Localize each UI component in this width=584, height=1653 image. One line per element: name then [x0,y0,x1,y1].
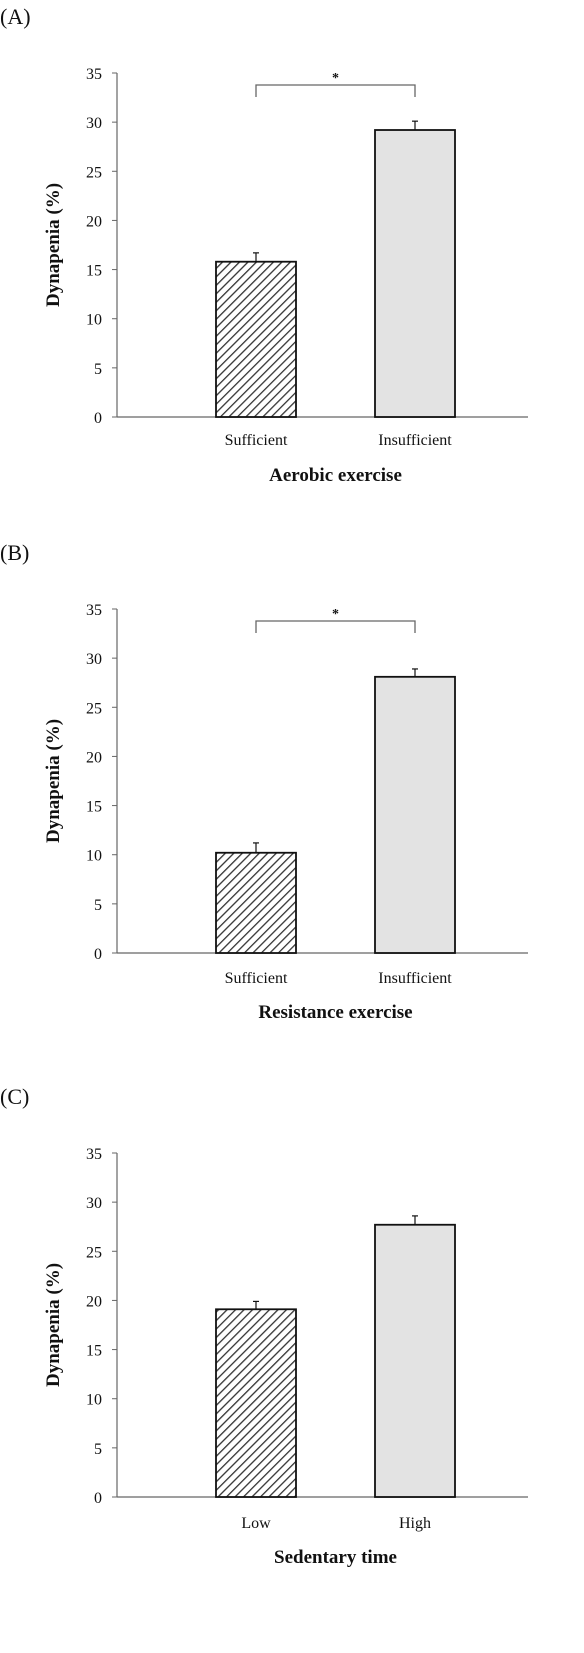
bar-insufficient [374,675,456,954]
y-tick-label: 35 [86,66,102,83]
y-tick-label: 35 [86,602,102,619]
x-category-label: Low [241,1515,271,1532]
significance-bracket [255,84,416,97]
y-tick-label: 25 [86,700,102,717]
y-tick-label: 35 [86,1146,102,1163]
significance-bracket [255,620,416,633]
y-tick-label: 5 [94,361,102,378]
x-category-label: High [399,1515,431,1532]
bar-sufficient [215,260,297,418]
y-tick-label: 20 [86,749,102,766]
x-axis-title: Resistance exercise [258,1002,412,1023]
x-axis-title: Aerobic exercise [269,465,402,486]
bar-sufficient [215,851,297,954]
y-axis-title: Dynapenia (%) [43,1263,64,1387]
significance-marker: * [332,71,339,86]
y-tick-label: 20 [86,213,102,230]
x-category-label: Sufficient [225,970,288,987]
y-tick-label: 15 [86,263,102,280]
x-axis-title: Sedentary time [274,1547,397,1568]
y-tick-label: 0 [94,1490,102,1507]
chart-panel-3: (C) 0 5 10 15 20 25 30 35 Dynapenia (%) Low HighSed… [0,1084,528,1568]
panel-label: (C) [0,1084,29,1109]
panel-label: (B) [0,540,29,565]
y-tick-label: 25 [86,164,102,181]
y-tick-label: 0 [94,410,102,427]
bar-high [374,1223,456,1498]
chart-panel-1: (A) 0 5 10 15 20 25 30 35 Dynapenia (%) Sufficient… [0,4,528,486]
bar-low [215,1308,297,1498]
chart-panel-2: (B) 0 5 10 15 20 25 30 35 Dynapenia (%) Sufficient… [0,540,528,1023]
bar-insufficient [374,129,456,418]
y-tick-label: 15 [86,1343,102,1360]
y-tick-label: 10 [86,848,102,865]
y-axis-title: Dynapenia (%) [43,183,64,307]
y-tick-label: 20 [86,1293,102,1310]
significance-marker: * [332,607,339,622]
x-category-label: Sufficient [225,432,288,449]
y-tick-label: 10 [86,312,102,329]
x-category-label: Insufficient [378,970,452,987]
panel-label: (A) [0,4,31,29]
y-tick-label: 5 [94,897,102,914]
y-tick-label: 15 [86,799,102,816]
y-axis-title: Dynapenia (%) [43,719,64,843]
y-tick-label: 0 [94,946,102,963]
y-tick-label: 10 [86,1392,102,1409]
y-tick-label: 25 [86,1244,102,1261]
y-tick-label: 30 [86,1195,102,1212]
y-tick-label: 5 [94,1441,102,1458]
y-tick-label: 30 [86,651,102,668]
x-category-label: Insufficient [378,432,452,449]
y-tick-label: 30 [86,115,102,132]
